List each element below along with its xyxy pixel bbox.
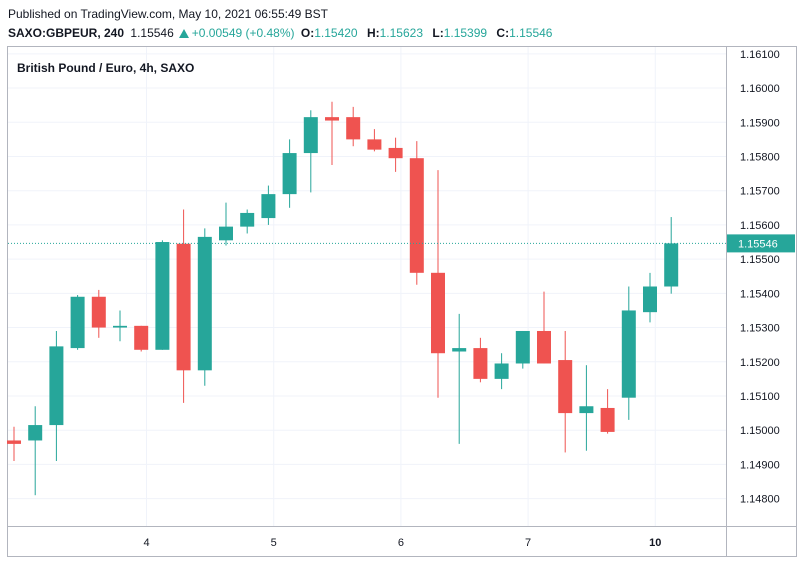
candle-body [537, 330, 551, 364]
candle-body [473, 348, 488, 379]
y-tick-label: 1.15000 [740, 425, 780, 437]
candle-body [240, 212, 255, 227]
chart-frame [7, 46, 797, 557]
y-tick-label: 1.15800 [740, 151, 780, 163]
y-tick-label: 1.16100 [740, 49, 780, 61]
candle-body [431, 272, 445, 354]
candle-body [409, 158, 424, 273]
candle-body [282, 153, 297, 195]
candle-body [134, 325, 149, 350]
y-tick-label: 1.14900 [740, 459, 780, 471]
open-label: O: [300, 26, 315, 40]
high-value: 1.15623 [379, 26, 424, 40]
y-tick-label: 1.15100 [740, 391, 780, 403]
candle-body [197, 236, 212, 371]
candle-body [621, 310, 636, 398]
y-tick-label: 1.15300 [740, 323, 780, 335]
candle-body [452, 348, 467, 352]
chart-title: British Pound / Euro, 4h, SAXO [17, 61, 194, 75]
last-price-badge [727, 234, 795, 253]
candle-body [600, 407, 615, 432]
y-tick-label: 1.15700 [740, 186, 780, 198]
x-tick-label: 5 [271, 537, 277, 549]
published-caption: Published on TradingView.com, May 10, 20… [8, 7, 328, 21]
y-tick-label: 1.15600 [740, 220, 780, 232]
candle-body [7, 440, 21, 444]
candle-body [176, 243, 191, 371]
candle-body [325, 117, 339, 121]
candle-body [664, 243, 679, 287]
up-arrow-icon [178, 29, 189, 38]
candle-body [643, 286, 657, 313]
candle-body [113, 325, 127, 328]
candle-body [579, 406, 594, 414]
candle-body [494, 363, 509, 379]
close-label: C: [496, 26, 510, 40]
candle-body [515, 330, 530, 364]
low-label: L: [432, 26, 444, 40]
y-tick-label: 1.15500 [740, 254, 780, 266]
low-value: 1.15399 [443, 26, 488, 40]
last-price: 1.15546 [130, 26, 174, 40]
y-tick-label: 1.15200 [740, 357, 780, 369]
candles [7, 101, 679, 496]
candle-body [558, 360, 573, 414]
y-tick-label: 1.14800 [740, 494, 780, 506]
price-axis: 1.14800 1.14900 1.15000 1.15100 1.15200 1.153… [740, 49, 780, 506]
candle-body [388, 147, 403, 159]
last-price-label: 1.15546 [738, 238, 778, 250]
candle-body [28, 425, 43, 441]
x-tick-label: 10 [649, 537, 661, 549]
y-tick-label: 1.15400 [740, 288, 780, 300]
x-tick-label: 7 [525, 537, 531, 549]
candle-body [261, 194, 276, 219]
candle-body [91, 296, 106, 328]
y-tick-label: 1.16000 [740, 83, 780, 95]
ohlc-legend: SAXO:GBPEUR, 240 1.15546 +0.00549 (+0.48%… [8, 26, 558, 40]
x-tick-label: 6 [398, 537, 404, 549]
grid-lines [8, 47, 726, 526]
candle-body [70, 296, 85, 349]
time-axis: 4 5 6 7 10 [143, 537, 661, 549]
x-tick-label: 4 [143, 537, 149, 549]
symbol-label: SAXO:GBPEUR, 240 [8, 26, 125, 40]
last-price-marker: 1.15546 [8, 234, 795, 253]
candle-body [155, 242, 170, 350]
high-label: H: [366, 26, 380, 40]
change-value: +0.00549 (+0.48%) [191, 26, 295, 40]
candle-body [49, 346, 64, 426]
candle-body [303, 117, 318, 154]
candle-body [219, 226, 233, 241]
candle-body [346, 117, 361, 140]
close-value: 1.15546 [509, 26, 553, 40]
open-value: 1.15420 [314, 26, 358, 40]
y-tick-label: 1.15900 [740, 117, 780, 129]
candle-body [367, 139, 382, 150]
